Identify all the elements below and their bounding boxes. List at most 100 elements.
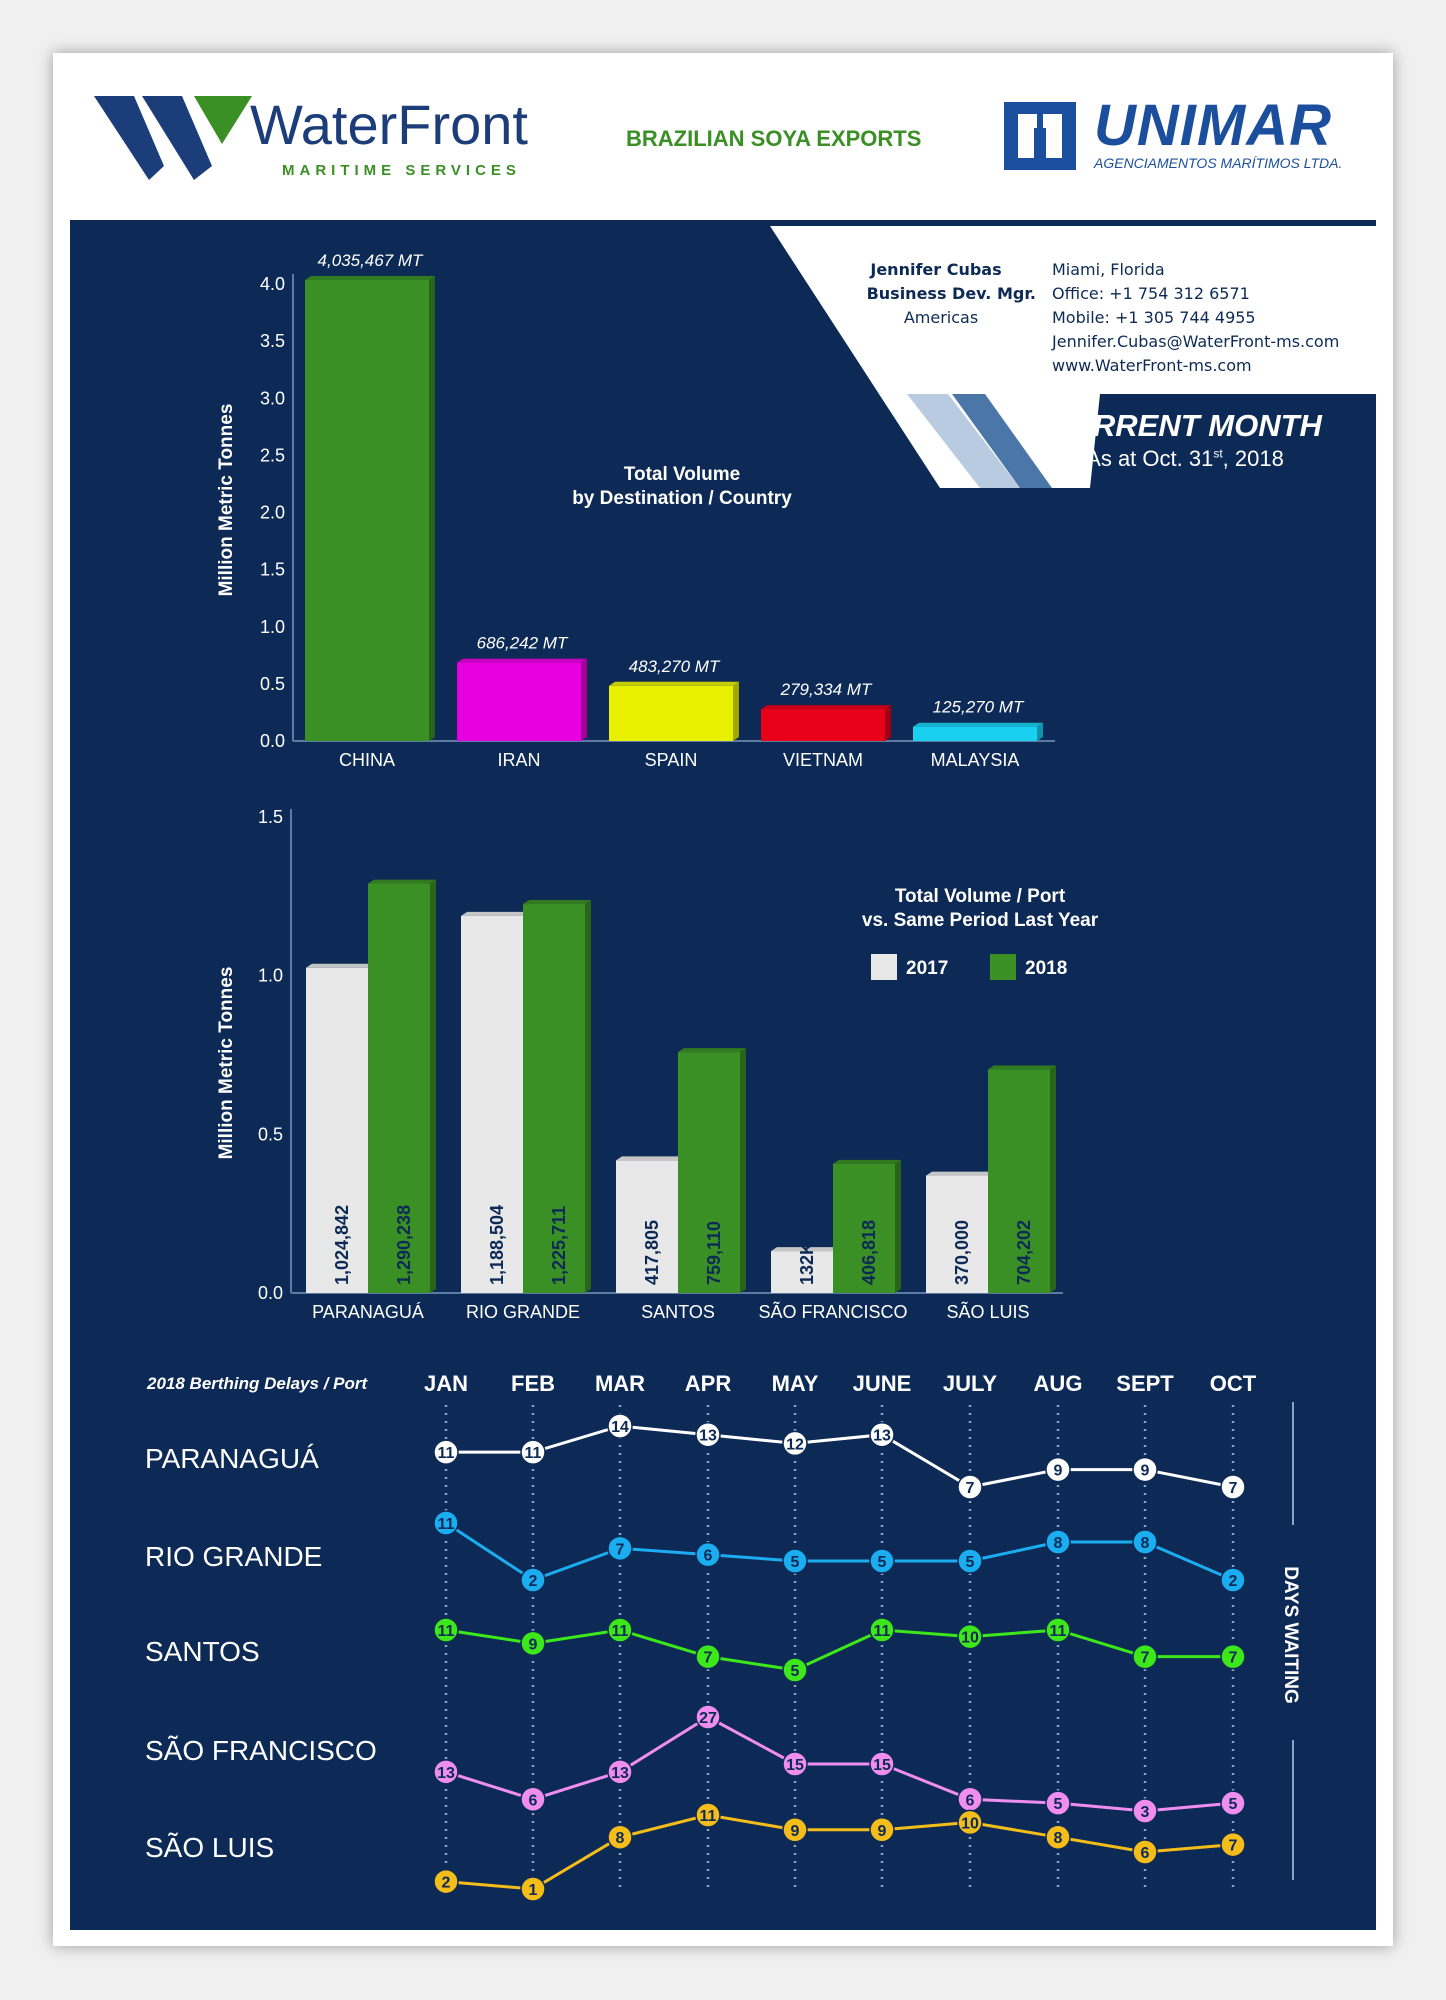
delay-marker xyxy=(607,1759,633,1785)
bar-value-label: 704,202 xyxy=(1014,1220,1034,1285)
delay-marker xyxy=(869,1817,895,1843)
bar-2017-0-front xyxy=(306,967,368,1293)
delay-marker xyxy=(957,1623,983,1650)
delay-value-label: 10 xyxy=(961,1630,979,1647)
delay-value-label: 9 xyxy=(791,1823,800,1840)
delay-value-label: 8 xyxy=(616,1830,625,1847)
bar-2017-4-front xyxy=(926,1175,988,1293)
x-tick-label: SANTOS xyxy=(641,1302,715,1322)
delay-value-label: 12 xyxy=(786,1436,804,1453)
contact-office-phone: Office: +1 754 312 6571 xyxy=(1052,284,1250,303)
month-label: JULY xyxy=(943,1371,998,1396)
x-tick-label: RIO GRANDE xyxy=(466,1302,580,1322)
bar-malaysia xyxy=(913,722,1043,741)
delay-value-label: 13 xyxy=(437,1765,455,1782)
y-tick-label: 3.5 xyxy=(260,331,285,351)
month-label: SEPT xyxy=(1116,1371,1174,1396)
port-label: SÃO LUIS xyxy=(145,1832,274,1863)
delay-value-label: 7 xyxy=(616,1541,625,1558)
bar-value-label: 1,188,504 xyxy=(487,1205,507,1285)
delay-marker xyxy=(607,1535,633,1562)
bar-china xyxy=(305,275,435,741)
delay-marker xyxy=(1220,1790,1246,1816)
delay-value-label: 27 xyxy=(699,1710,717,1727)
delay-marker xyxy=(869,1548,895,1574)
bar-spain-front xyxy=(609,685,733,741)
delay-marker xyxy=(1220,1567,1246,1593)
delay-line-0 xyxy=(446,1424,1234,1489)
delay-value-label: 8 xyxy=(1141,1535,1150,1552)
delay-marker xyxy=(1045,1617,1071,1643)
data-label: 279,334 MT xyxy=(780,680,873,699)
delay-marker xyxy=(1045,1790,1071,1816)
x-tick-label: SPAIN xyxy=(645,750,698,770)
delay-value-label: 11 xyxy=(700,1808,717,1825)
delay-value-label: 14 xyxy=(611,1419,629,1436)
bar-value-label: 406,818 xyxy=(859,1220,879,1285)
delay-marker xyxy=(520,1786,546,1812)
bar-malaysia-side xyxy=(1037,722,1043,741)
bar-2018-3-side xyxy=(895,1159,901,1293)
contact-region: Americas xyxy=(903,308,979,327)
bar-2018-2 xyxy=(678,1048,746,1293)
contact-website[interactable]: www.WaterFront-ms.com xyxy=(1052,356,1252,375)
bar-2017-3-top xyxy=(771,1247,839,1252)
delay-line-2 xyxy=(445,1628,1233,1672)
bar-value-label: 1,024,842 xyxy=(332,1205,352,1285)
bar-2018-2-side xyxy=(740,1048,746,1293)
delay-marker xyxy=(520,1876,546,1902)
delay-marker xyxy=(1220,1831,1246,1858)
bar-2018-2-top xyxy=(678,1048,746,1053)
delay-value-label: 11 xyxy=(1050,1623,1067,1640)
month-label: OCT xyxy=(1210,1371,1257,1396)
chart-title: Total Volume / Port xyxy=(895,886,1066,907)
current-month-title: CURRENT MONTH xyxy=(1048,408,1322,443)
bar-2018-0-side xyxy=(430,879,436,1293)
bar-china-front xyxy=(305,279,429,741)
y-tick-label: 1.5 xyxy=(258,807,283,827)
bar-value-label: 417,805 xyxy=(642,1220,662,1285)
bar-iran-top xyxy=(457,658,587,663)
delay-value-label: 11 xyxy=(612,1623,629,1640)
bar-2018-0-top xyxy=(368,879,436,884)
delay-marker xyxy=(520,1630,546,1657)
delay-value-label: 13 xyxy=(873,1428,891,1445)
bar-spain-side xyxy=(733,681,739,741)
bar-value-label: 370,000 xyxy=(952,1220,972,1285)
contact-email[interactable]: Jennifer.Cubas@WaterFront-ms.com xyxy=(1052,332,1340,351)
bar-2018-4-side xyxy=(1050,1065,1056,1293)
delay-marker xyxy=(607,1617,633,1643)
delay-marker xyxy=(869,1617,895,1643)
legend-swatch-2017 xyxy=(871,954,897,980)
delay-marker xyxy=(433,1439,459,1465)
bar-vietnam xyxy=(761,705,891,741)
month-label: MAY xyxy=(772,1371,819,1396)
data-label: 686,242 MT xyxy=(477,634,569,653)
delay-value-label: 2 xyxy=(529,1573,538,1590)
bar-malaysia-top xyxy=(913,722,1043,727)
chart-subtitle: by Destination / Country xyxy=(572,488,792,509)
delay-marker xyxy=(782,1657,808,1683)
bar-iran xyxy=(457,658,587,741)
y-axis-title: Million Metric Tonnes xyxy=(216,404,237,597)
delay-marker xyxy=(1220,1474,1246,1500)
port-label: SÃO FRANCISCO xyxy=(145,1735,377,1766)
delay-line-3 xyxy=(445,1715,1234,1813)
delay-value-label: 7 xyxy=(1229,1650,1238,1667)
delay-value-label: 11 xyxy=(438,1516,455,1533)
y-tick-label: 0.5 xyxy=(258,1124,283,1144)
bar-value-label: 1,290,238 xyxy=(394,1205,414,1285)
bar-value-label: 1,225,711 xyxy=(549,1206,569,1285)
delay-marker xyxy=(433,1868,459,1895)
bar-2017-3-front xyxy=(771,1251,833,1293)
month-label: JUNE xyxy=(853,1371,912,1396)
delay-value-label: 13 xyxy=(699,1428,717,1445)
delay-value-label: 10 xyxy=(961,1815,979,1832)
current-month-date: As at Oct. 31st, 2018 xyxy=(1086,446,1284,471)
delay-marker xyxy=(869,1751,895,1777)
bar-value-label: 132K xyxy=(797,1242,817,1285)
delay-value-label: 7 xyxy=(1141,1650,1150,1667)
page-title: BRAZILIAN SOYA EXPORTS xyxy=(626,126,922,151)
